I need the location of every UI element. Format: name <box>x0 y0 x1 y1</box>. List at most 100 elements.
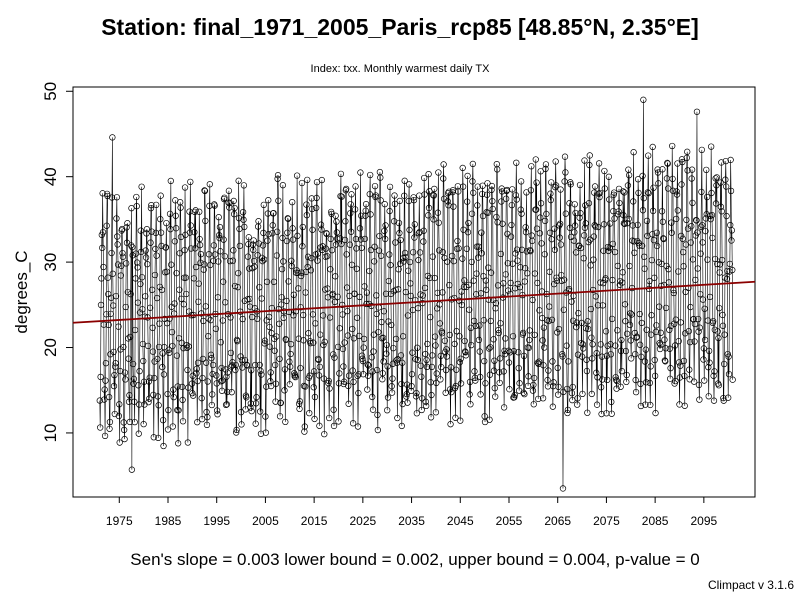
data-point <box>578 339 585 347</box>
data-point <box>527 187 535 194</box>
data-point <box>357 236 364 243</box>
data-point <box>313 194 320 202</box>
data-point <box>388 321 395 329</box>
data-point <box>303 211 310 219</box>
data-point <box>507 279 514 287</box>
data-point <box>151 271 159 279</box>
data-point <box>471 368 478 375</box>
data-point <box>149 348 157 355</box>
data-point <box>648 256 656 264</box>
data-point <box>352 183 359 190</box>
data-point <box>614 327 621 334</box>
data-point <box>331 298 338 306</box>
data-point <box>310 384 317 391</box>
data-point <box>239 209 247 216</box>
data-point <box>269 230 276 237</box>
data-point <box>338 193 345 200</box>
data-point <box>712 175 719 182</box>
data-point <box>386 183 394 191</box>
data-point <box>401 192 408 199</box>
data-point <box>356 225 364 232</box>
data-point <box>503 195 510 202</box>
data-point <box>403 393 410 400</box>
data-point <box>711 368 718 375</box>
data-point <box>618 336 625 344</box>
data-point <box>364 372 372 379</box>
data-point <box>354 314 361 321</box>
data-point <box>133 203 140 210</box>
data-point <box>498 198 505 205</box>
data-point <box>422 398 429 405</box>
data-point <box>414 305 422 312</box>
data-point <box>553 274 560 281</box>
data-point <box>97 424 104 431</box>
data-point <box>497 320 504 327</box>
data-point <box>112 292 120 300</box>
data-point <box>611 215 618 222</box>
data-point <box>196 235 203 243</box>
data-point <box>564 409 571 417</box>
data-point <box>621 189 628 196</box>
data-point <box>572 209 579 217</box>
data-point <box>477 391 484 398</box>
data-point <box>380 334 387 341</box>
data-point <box>604 376 611 384</box>
data-point <box>336 370 343 377</box>
data-point <box>577 210 584 217</box>
data-point <box>717 179 724 186</box>
data-point <box>557 186 564 193</box>
data-point <box>390 288 397 295</box>
data-point <box>450 257 457 265</box>
data-point <box>133 259 141 266</box>
data-point <box>230 197 237 205</box>
data-point <box>219 317 226 324</box>
data-point <box>718 256 726 264</box>
data-point <box>701 305 708 312</box>
data-point <box>518 178 525 185</box>
data-point <box>459 183 467 190</box>
data-point <box>327 235 334 243</box>
data-point <box>592 293 600 300</box>
data-point <box>99 190 106 197</box>
data-point <box>424 272 431 280</box>
data-point <box>154 355 161 363</box>
data-point <box>318 176 326 184</box>
data-point <box>291 370 298 377</box>
data-point <box>216 224 224 231</box>
data-point <box>234 338 241 345</box>
data-point <box>179 418 187 425</box>
data-point <box>718 159 725 166</box>
data-point <box>344 332 351 339</box>
data-point <box>408 371 416 378</box>
data-point <box>270 209 277 217</box>
data-point <box>643 379 650 386</box>
data-point <box>608 410 615 417</box>
data-point <box>201 187 209 195</box>
data-point <box>698 188 705 195</box>
data-point <box>529 296 536 304</box>
data-point <box>366 190 373 198</box>
data-point <box>101 432 109 439</box>
data-point <box>716 304 723 312</box>
data-point <box>297 364 304 372</box>
data-point <box>347 201 354 208</box>
data-point <box>349 325 356 333</box>
data-point <box>677 319 684 326</box>
data-point <box>230 247 237 254</box>
data-point <box>537 200 545 207</box>
data-point <box>482 277 490 284</box>
data-point <box>429 253 436 260</box>
data-point <box>647 331 655 338</box>
data-point <box>549 403 556 410</box>
data-point <box>556 220 564 227</box>
data-point <box>586 161 593 169</box>
data-point <box>187 222 194 229</box>
data-points <box>96 96 736 492</box>
data-point <box>556 234 563 241</box>
data-point <box>628 311 635 318</box>
data-point <box>574 401 581 408</box>
data-point <box>237 408 245 416</box>
data-point <box>561 153 569 160</box>
x-tick-label: 2005 <box>252 514 279 528</box>
data-point <box>314 257 321 264</box>
